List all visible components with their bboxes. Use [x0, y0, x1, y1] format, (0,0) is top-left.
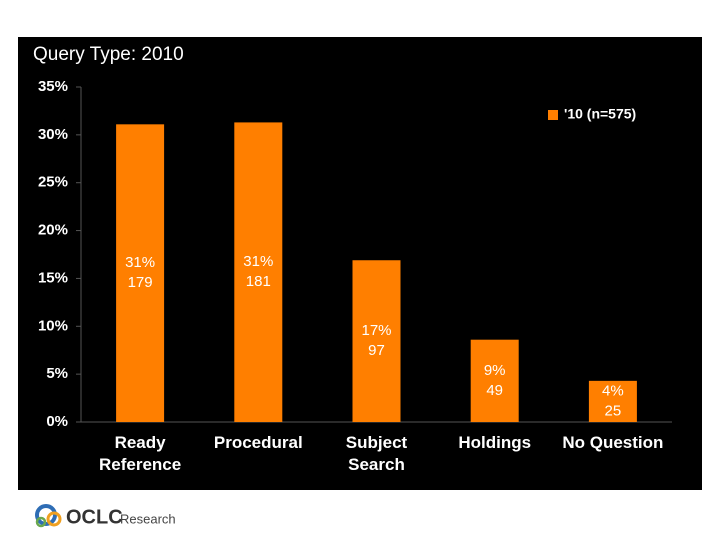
data-label-count: 25: [605, 402, 622, 419]
logo-text: OCLC: [66, 506, 123, 528]
oclc-logo-icon: [35, 504, 62, 528]
y-tick-label: 25%: [38, 174, 68, 191]
data-label: 17%: [361, 322, 391, 339]
bar: [352, 260, 401, 422]
x-tick-label: Subject Search: [345, 433, 408, 474]
x-tick-label: Holdings: [458, 433, 532, 452]
data-label-count: 179: [128, 274, 153, 291]
bar: [588, 380, 637, 422]
y-tick-label: 20%: [38, 222, 68, 239]
data-label: 4%: [602, 382, 624, 399]
x-tick-label: Procedural: [213, 433, 303, 452]
y-tick-label: 30%: [38, 126, 68, 143]
data-label: 31%: [125, 254, 155, 271]
y-tick-label: 5%: [46, 365, 68, 382]
y-tick-label: 35%: [38, 78, 68, 95]
bar: [234, 122, 283, 423]
chart-title: Query Type: 2010: [33, 44, 184, 65]
bar: [470, 339, 519, 422]
y-tick-label: 10%: [38, 317, 68, 334]
x-tick-label: Ready Reference: [98, 433, 182, 474]
data-label: 9%: [484, 362, 506, 379]
data-label: 31%: [243, 253, 273, 270]
y-tick-label: 15%: [38, 269, 68, 286]
logo-suffix: Research: [120, 511, 176, 526]
data-label-count: 97: [368, 342, 385, 359]
legend-label: '10 (n=575): [564, 106, 636, 122]
bar: [116, 124, 165, 422]
legend-swatch: [548, 110, 558, 120]
data-label-count: 49: [486, 382, 503, 399]
y-tick-label: 0%: [46, 413, 68, 430]
x-tick-label: No Question: [562, 433, 664, 452]
data-label-count: 181: [246, 273, 271, 290]
